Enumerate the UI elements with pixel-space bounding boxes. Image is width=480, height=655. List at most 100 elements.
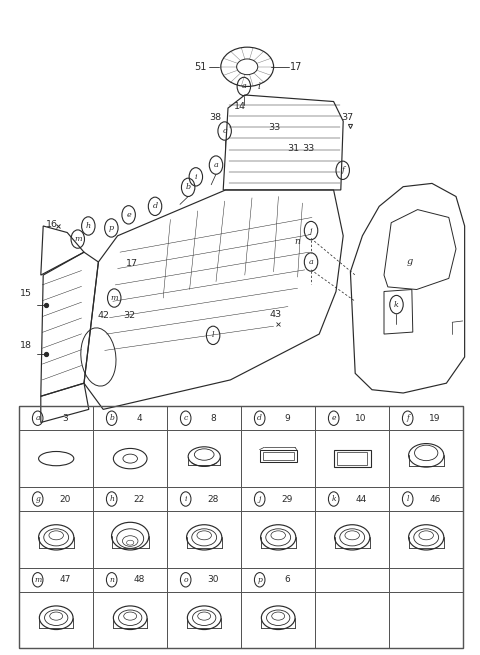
Bar	[19, 568, 93, 592]
Text: 43: 43	[270, 310, 282, 319]
Text: b: b	[109, 414, 114, 422]
Text: n: n	[109, 576, 114, 584]
Text: k: k	[394, 301, 399, 309]
Text: 22: 22	[133, 495, 144, 504]
Text: 33: 33	[302, 144, 315, 153]
Text: j: j	[310, 227, 312, 234]
Text: 31: 31	[287, 144, 299, 153]
Bar	[93, 406, 167, 430]
Text: 32: 32	[123, 311, 136, 320]
Text: h: h	[86, 222, 91, 230]
Bar	[241, 430, 315, 487]
Text: f: f	[406, 414, 409, 422]
Bar	[93, 592, 167, 648]
Text: 3: 3	[62, 414, 68, 422]
Text: 16: 16	[46, 219, 58, 229]
Text: a: a	[36, 414, 40, 422]
Text: 44: 44	[356, 495, 367, 504]
Bar	[93, 511, 167, 568]
Text: f: f	[341, 166, 344, 174]
Text: 20: 20	[60, 495, 71, 504]
Text: a: a	[214, 161, 218, 169]
Bar	[19, 406, 93, 430]
Text: m: m	[34, 576, 41, 584]
Text: m: m	[74, 235, 82, 243]
Bar	[19, 592, 93, 648]
Bar	[260, 449, 297, 462]
Bar	[167, 487, 241, 511]
Text: i: i	[258, 82, 261, 91]
Bar	[19, 406, 463, 648]
Bar	[263, 452, 294, 460]
Text: 9: 9	[284, 414, 290, 422]
Text: 14: 14	[234, 102, 246, 111]
Bar	[93, 568, 167, 592]
Text: 51: 51	[194, 62, 206, 72]
Text: p: p	[109, 224, 114, 232]
Bar	[167, 568, 241, 592]
Bar	[315, 406, 389, 430]
Bar	[389, 511, 463, 568]
Bar	[389, 592, 463, 648]
Text: 15: 15	[19, 289, 31, 298]
Text: 38: 38	[209, 113, 221, 122]
Bar	[241, 487, 315, 511]
Text: n: n	[295, 236, 300, 246]
Text: c: c	[183, 414, 188, 422]
Bar	[315, 430, 389, 487]
Text: 48: 48	[133, 575, 145, 584]
Bar	[167, 592, 241, 648]
Text: g: g	[35, 495, 40, 503]
Bar	[19, 430, 93, 487]
Text: b: b	[186, 183, 191, 191]
Bar	[167, 511, 241, 568]
Bar	[93, 487, 167, 511]
Bar	[241, 511, 315, 568]
Text: 4: 4	[136, 414, 142, 422]
Bar	[315, 487, 389, 511]
Text: d: d	[257, 414, 262, 422]
Text: a: a	[241, 83, 246, 90]
Text: 37: 37	[341, 113, 353, 122]
Text: 6: 6	[284, 575, 290, 584]
Text: k: k	[331, 495, 336, 503]
Bar	[19, 487, 93, 511]
Bar	[389, 568, 463, 592]
Text: 33: 33	[268, 123, 281, 132]
Bar	[389, 406, 463, 430]
Bar	[19, 511, 93, 568]
Text: 10: 10	[355, 414, 367, 422]
Text: 17: 17	[290, 62, 303, 72]
Bar	[389, 430, 463, 487]
Text: p: p	[257, 576, 262, 584]
Bar	[389, 487, 463, 511]
Text: 30: 30	[207, 575, 219, 584]
Bar	[167, 406, 241, 430]
Text: l: l	[212, 331, 215, 339]
Text: 8: 8	[210, 414, 216, 422]
Bar	[315, 568, 389, 592]
Text: i: i	[194, 173, 197, 181]
Text: d: d	[153, 202, 157, 210]
Text: e: e	[332, 414, 336, 422]
Text: g: g	[407, 257, 413, 267]
Text: 19: 19	[429, 414, 441, 422]
Bar	[334, 450, 371, 467]
Text: l: l	[407, 495, 409, 503]
Text: 46: 46	[430, 495, 441, 504]
Text: 28: 28	[207, 495, 219, 504]
Text: 42: 42	[98, 311, 109, 320]
Bar	[241, 406, 315, 430]
Bar	[167, 430, 241, 487]
Bar	[337, 452, 368, 465]
Text: j: j	[259, 495, 261, 503]
Bar	[93, 430, 167, 487]
Text: a: a	[309, 258, 313, 266]
Text: e: e	[126, 211, 131, 219]
Text: 18: 18	[19, 341, 31, 350]
Text: i: i	[184, 495, 187, 503]
Text: o: o	[183, 576, 188, 584]
Bar	[241, 568, 315, 592]
Text: m: m	[110, 294, 118, 302]
Text: 17: 17	[126, 259, 138, 268]
